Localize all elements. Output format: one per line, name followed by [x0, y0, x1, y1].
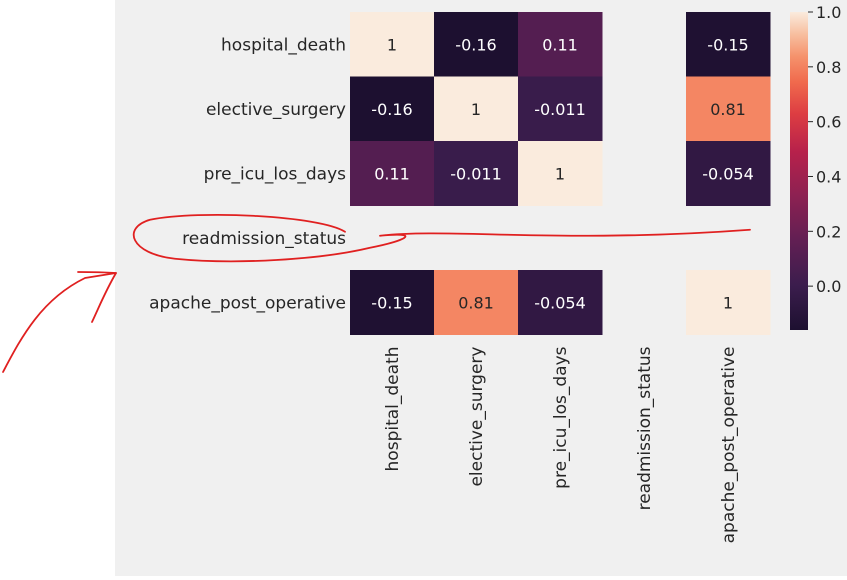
colorbar-tick-label: 0.4 [816, 167, 841, 186]
row-label-hospital-death: hospital_death [221, 35, 346, 55]
cell-value-label: -0.16 [371, 100, 412, 119]
cell-elective-surgery-apache-post-operative [686, 76, 771, 142]
cell-apache-post-operative-hospital-death [350, 270, 435, 335]
cell-value-label: 1 [555, 164, 565, 183]
highlight-circle-stroke [132, 213, 751, 263]
arrow-stroke [2, 272, 117, 373]
cell-value-label: -0.15 [371, 293, 412, 312]
col-label-pre-icu-los-days: pre_icu_los_days [551, 346, 571, 488]
cell-elective-surgery-elective-surgery [434, 76, 519, 142]
col-label-hospital-death: hospital_death [383, 347, 403, 472]
hand-drawn-annotations [2, 213, 751, 373]
col-label-apache-post-operative: apache_post_operative [719, 347, 739, 544]
cell-value-label: 0.81 [710, 100, 746, 119]
colorbar-tick-label: 1.0 [816, 3, 841, 22]
cell-value-label: -0.15 [707, 35, 748, 54]
heatmap-cells [350, 12, 771, 335]
cell-pre-icu-los-days-pre-icu-los-days [518, 141, 603, 206]
cell-elective-surgery-pre-icu-los-days [518, 76, 603, 142]
colorbar-tick-label: 0.6 [816, 113, 841, 132]
cell-value-label: -0.054 [702, 164, 754, 183]
cell-hospital-death-elective-surgery [434, 12, 519, 77]
cell-annotations: 1 -0.16 0.11 -0.15 -0.16 1 -0.011 0.81 0.11 -0.01… [371, 35, 753, 312]
arrow-head [77, 271, 117, 323]
cell-value-label: -0.011 [450, 164, 502, 183]
cell-value-label: 1 [723, 293, 733, 312]
cell-pre-icu-los-days-hospital-death [350, 141, 435, 206]
colorbar: 1.0 0.8 0.6 0.4 0.2 0.0 [790, 3, 841, 330]
colorbar-tick-label: 0.0 [816, 277, 841, 296]
cell-apache-post-operative-elective-surgery [434, 270, 519, 335]
colorbar-tick-label: 0.2 [816, 222, 841, 241]
cell-value-label: -0.054 [534, 293, 586, 312]
cell-elective-surgery-hospital-death [350, 76, 435, 142]
colorbar-gradient [790, 12, 808, 330]
cell-value-label: 0.81 [458, 293, 494, 312]
cell-hospital-death-apache-post-operative [686, 12, 771, 77]
cell-value-label: 0.11 [542, 35, 578, 54]
row-label-pre-icu-los-days: pre_icu_los_days [204, 164, 346, 184]
row-label-readmission-status: readmission_status [182, 229, 346, 249]
cell-value-label: -0.16 [455, 35, 496, 54]
cell-apache-post-operative-pre-icu-los-days [518, 270, 603, 335]
cell-value-label: -0.011 [534, 100, 586, 119]
col-label-readmission-status: readmission_status [635, 346, 655, 510]
left-margin [0, 0, 115, 576]
row-label-elective-surgery: elective_surgery [206, 100, 346, 120]
col-label-elective-surgery: elective_surgery [467, 347, 487, 487]
column-labels: hospital_death elective_surgery pre_icu_lo… [383, 346, 739, 543]
cell-hospital-death-hospital-death [350, 12, 435, 77]
row-label-apache-post-operative: apache_post_operative [149, 293, 346, 313]
cell-value-label: 1 [471, 100, 481, 119]
cell-apache-post-operative-apache-post-operative [686, 270, 771, 335]
cell-value-label: 0.11 [374, 164, 410, 183]
cell-pre-icu-los-days-elective-surgery [434, 141, 519, 206]
cell-hospital-death-pre-icu-los-days [518, 12, 603, 77]
cell-pre-icu-los-days-apache-post-operative [686, 141, 771, 206]
row-labels: hospital_death elective_surgery pre_icu_lo… [149, 35, 346, 313]
cell-value-label: 1 [387, 35, 397, 54]
colorbar-tick-label: 0.8 [816, 58, 841, 77]
